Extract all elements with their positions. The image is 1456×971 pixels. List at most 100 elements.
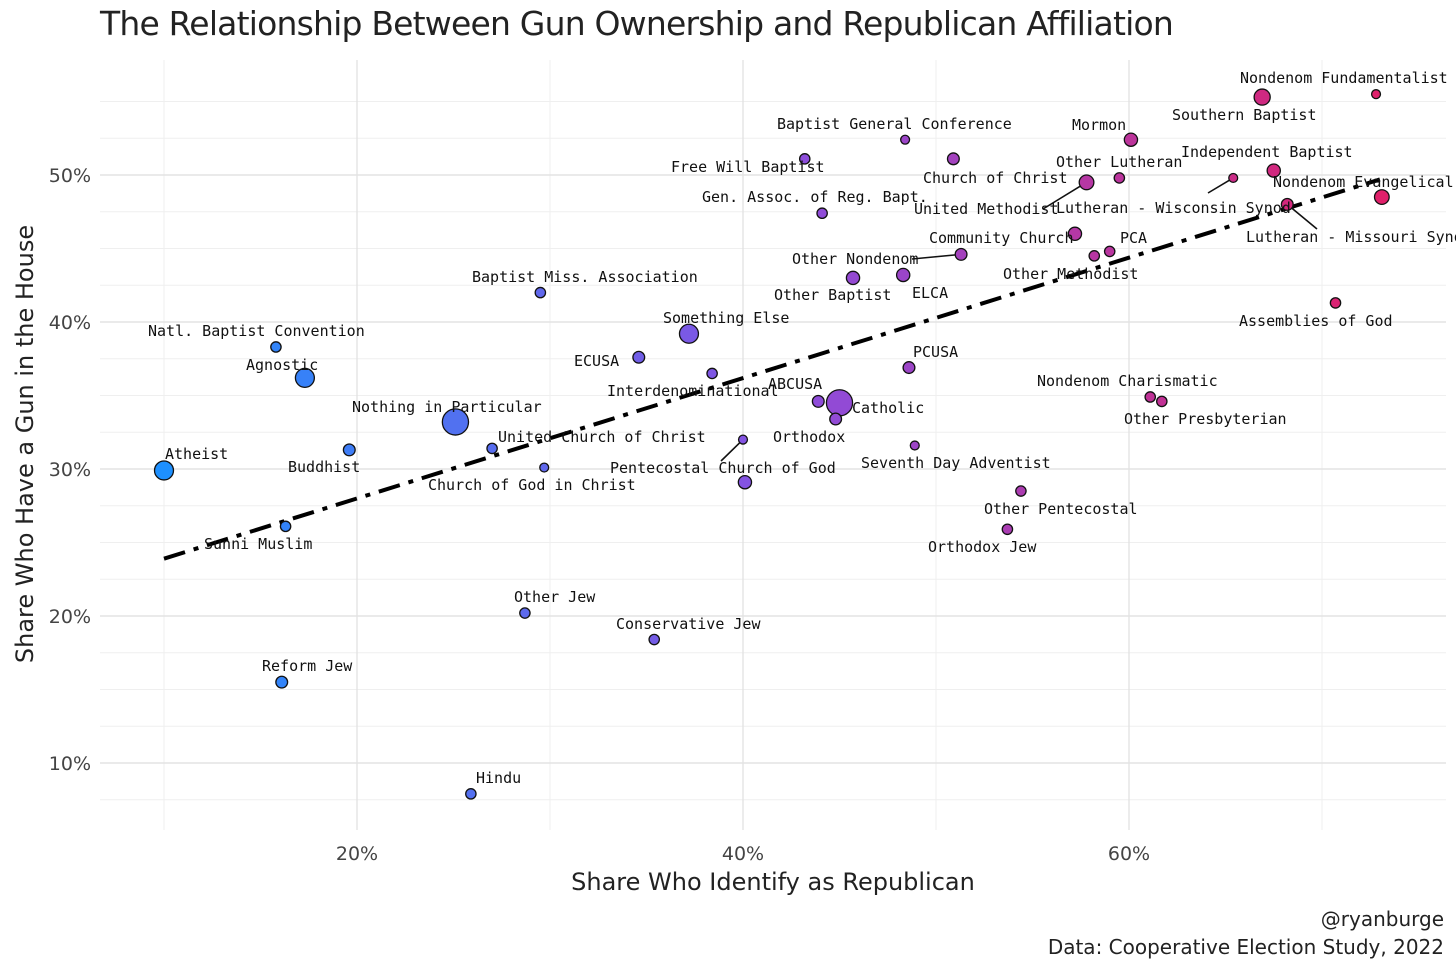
point-label: Nondenom Fundamentalist: [1240, 69, 1448, 87]
point-label: Other Baptist: [774, 286, 891, 304]
data-point: [1329, 297, 1342, 309]
data-point: [1078, 174, 1095, 191]
data-point: [1253, 88, 1271, 106]
data-point: [648, 633, 661, 646]
data-point: [294, 367, 316, 388]
author-handle: @ryanburge: [1320, 907, 1444, 931]
point-label: Sunni Muslim: [204, 535, 312, 553]
data-point: [1280, 197, 1294, 211]
y-axis-title: Share Who Have a Gun in the House: [11, 225, 39, 663]
point-label: Catholic: [852, 399, 924, 417]
point-label: Other Lutheran: [1056, 153, 1182, 171]
data-point: [1156, 395, 1168, 408]
point-label: Other Pentecostal: [984, 500, 1138, 518]
point-label: Seventh Day Adventist: [861, 454, 1051, 472]
point-label: Assemblies of God: [1239, 312, 1393, 330]
point-label: Interdenominational: [607, 382, 779, 400]
data-point: [1144, 391, 1157, 403]
point-label: Other Presbyterian: [1124, 410, 1287, 428]
data-point: [798, 153, 811, 165]
trend-line-group: [163, 177, 1381, 561]
point-label: Something Else: [663, 309, 789, 327]
point-label: Free Will Baptist: [671, 158, 825, 176]
point-label: Conservative Jew: [616, 615, 761, 633]
point-label: Hindu: [476, 769, 521, 787]
gridlines: [100, 60, 1446, 830]
data-point: [816, 207, 828, 220]
data-point: [706, 367, 718, 380]
point-label: Nondenom Evangelical: [1273, 173, 1454, 191]
y-tick-label: 30%: [49, 459, 91, 481]
x-tick-label: 40%: [722, 843, 764, 865]
point-label: Independent Baptist: [1181, 143, 1353, 161]
data-point: [1015, 485, 1027, 497]
data-points: [153, 88, 1390, 800]
point-label: Lutheran - Wisconsin Synod: [1056, 199, 1291, 217]
trend-line: [163, 177, 1381, 561]
data-point: [632, 350, 646, 364]
data-point: [811, 394, 825, 408]
credit-block: @ryanburge Data: Cooperative Election St…: [1048, 905, 1444, 961]
data-point: [737, 474, 753, 490]
data-point: [486, 442, 498, 455]
data-point: [275, 675, 289, 689]
x-tick-label: 20%: [336, 843, 378, 865]
point-label: Orthodox: [773, 428, 845, 446]
tick-labels: 20% 40% 60% 10% 20% 30% 40% 50%: [49, 165, 1150, 865]
point-label: Lutheran - Missouri Synod: [1246, 228, 1456, 246]
point-label: Community Church: [929, 229, 1074, 247]
data-point: [900, 134, 911, 145]
data-point: [1123, 132, 1139, 147]
point-label: ABCUSA: [768, 375, 822, 393]
point-label: ELCA: [912, 284, 948, 302]
data-point: [895, 267, 911, 283]
point-label: Other Methodist: [1003, 265, 1138, 283]
point-label: Agnostic: [246, 356, 318, 374]
point-label: Atheist: [165, 445, 228, 463]
point-label: Church of Christ: [923, 169, 1068, 187]
leader-line: [720, 439, 744, 462]
data-point: [1373, 189, 1390, 206]
y-tick-label: 20%: [49, 606, 91, 628]
data-point: [270, 341, 282, 353]
data-point: [539, 462, 550, 473]
data-point: [825, 389, 854, 417]
point-label: Buddhist: [288, 458, 360, 476]
data-point: [465, 788, 477, 800]
point-label: Mormon: [1072, 116, 1126, 134]
point-label: Baptist Miss. Association: [472, 268, 698, 286]
data-point: [678, 323, 700, 344]
data-point: [441, 408, 470, 436]
x-tick-label: 60%: [1108, 843, 1150, 865]
y-tick-label: 50%: [49, 165, 91, 187]
point-labels: Atheist Agnostic Natl. Baptist Convention S…: [148, 69, 1456, 787]
point-label: Pentecostal Church of God: [610, 459, 836, 477]
data-point: [1228, 172, 1239, 184]
data-point: [829, 412, 843, 426]
data-point: [1266, 163, 1282, 178]
point-label: Nondenom Charismatic: [1037, 372, 1218, 390]
point-label: Orthodox Jew: [928, 538, 1037, 556]
data-source: Data: Cooperative Election Study, 2022: [1047, 935, 1444, 959]
leader-line: [911, 253, 962, 260]
data-point: [946, 152, 960, 166]
point-label: Natl. Baptist Convention: [148, 322, 365, 340]
point-label: PCA: [1120, 229, 1147, 247]
point-label: United Church of Christ: [498, 428, 706, 446]
point-label: Southern Baptist: [1172, 106, 1317, 124]
data-point: [909, 440, 920, 451]
data-point: [1370, 89, 1382, 100]
point-label: PCUSA: [913, 343, 958, 361]
y-tick-label: 40%: [49, 312, 91, 334]
chart-title: The Relationship Between Gun Ownership a…: [100, 4, 1174, 43]
point-label: Gen. Assoc. of Reg. Bapt.: [702, 188, 928, 206]
point-label: Nothing in Particular: [352, 398, 542, 416]
data-point: [902, 361, 916, 375]
point-label: Other Jew: [514, 588, 596, 606]
data-point: [1088, 250, 1101, 262]
data-point: [1113, 172, 1126, 184]
point-label: Other Nondenom: [792, 250, 918, 268]
data-point: [1067, 226, 1083, 242]
data-point: [153, 460, 175, 481]
